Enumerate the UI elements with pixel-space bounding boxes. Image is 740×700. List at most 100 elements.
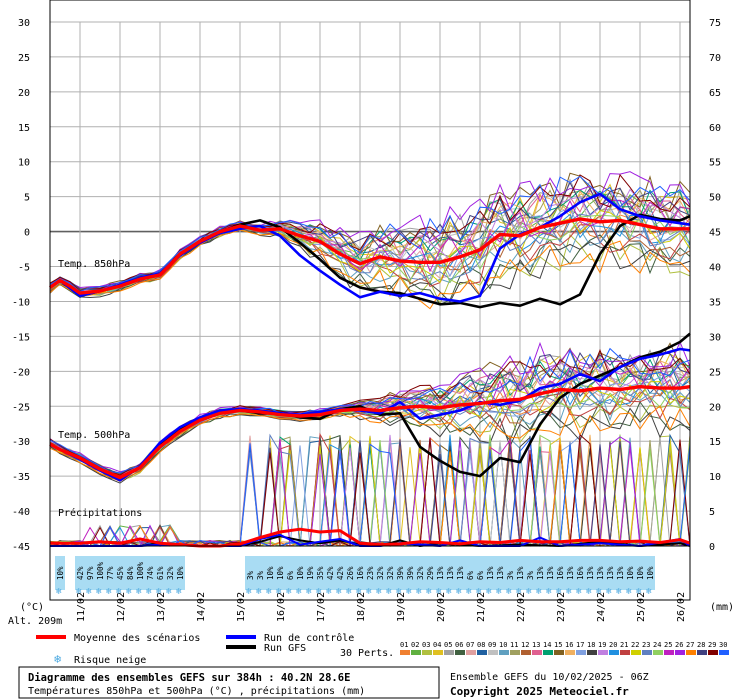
snow-risk-pct: 3%	[506, 570, 515, 580]
snow-risk-icon: ❄	[246, 587, 252, 597]
left-tick-label: 0	[24, 228, 30, 239]
pert-legend-number: 04	[433, 641, 441, 649]
left-tick-label: 25	[18, 53, 30, 64]
pert-legend-number: 05	[444, 641, 452, 649]
pert-legend-swatch	[510, 650, 520, 655]
control-line-500	[49, 347, 691, 482]
snow-risk-icon: ❄	[646, 587, 652, 597]
snow-risk-pct: 13%	[536, 566, 545, 580]
snow-risk-pct: 39%	[396, 566, 405, 580]
snow-risk-pct: 13%	[436, 566, 445, 580]
snow-risk-pct: 42%	[336, 566, 345, 580]
x-tick-label: 19/02	[396, 592, 407, 622]
right-tick-label: 55	[709, 158, 721, 169]
snow-risk-pct: 39%	[406, 566, 415, 580]
pert-line-precip	[49, 434, 690, 547]
snow-risk-icon: ❄	[106, 587, 112, 597]
pert-line-precip	[49, 435, 690, 547]
pert-legend-swatch	[686, 650, 696, 655]
pert-line-precip	[49, 433, 691, 547]
snow-risk-icon: ❄	[526, 587, 532, 597]
label-t850: Temp. 850hPa	[58, 259, 130, 270]
pert-legend-number: 15	[554, 641, 562, 649]
pert-legend-swatch	[444, 650, 454, 655]
left-tick-label: -30	[12, 437, 30, 448]
pert-legend-number: 25	[664, 641, 672, 649]
snow-risk-box	[155, 556, 165, 590]
x-tick-label: 22/02	[516, 592, 527, 622]
pert-legend-number: 14	[543, 641, 551, 649]
snow-risk-pct: 13%	[566, 566, 575, 580]
snow-risk-pct: 45%	[116, 566, 125, 580]
snow-risk-icon: ❄	[576, 587, 582, 597]
right-tick-label: 60	[709, 123, 721, 134]
snow-risk-pct: 74%	[146, 566, 155, 580]
chart-subtitle: Températures 850hPa et 500hPa (°C) , pré…	[28, 685, 365, 697]
pert-legend-swatch	[620, 650, 630, 655]
snow-risk-icon: ❄	[406, 587, 412, 597]
perturbation-lines	[49, 171, 691, 548]
pert-legend-swatch	[719, 650, 729, 655]
snow-risk-box	[295, 556, 305, 590]
snow-risk-icon: ❄	[136, 587, 142, 597]
snow-risk-box	[475, 556, 485, 590]
snow-risk-box	[285, 556, 295, 590]
pert-legend-number: 08	[477, 641, 485, 649]
pert-line-precip	[49, 434, 691, 547]
left-tick-label: -35	[12, 472, 30, 483]
pert-line-precip	[50, 436, 690, 547]
snow-risk-icon: ❄	[376, 587, 382, 597]
snow-risk-box	[245, 556, 255, 590]
pert-legend-number: 09	[488, 641, 496, 649]
snow-risk-pct: 13%	[446, 566, 455, 580]
x-tick-label: 15/02	[236, 592, 247, 622]
left-axis-unit: (°C)	[20, 602, 44, 613]
snow-risk-box	[585, 556, 595, 590]
snow-risk-pct: 13%	[586, 566, 595, 580]
right-tick-label: 15	[709, 437, 721, 448]
right-tick-label: 45	[709, 228, 721, 239]
x-tick-label: 11/02	[76, 592, 87, 622]
snow-risk-box	[645, 556, 655, 590]
snow-risk-icon: ❄	[506, 587, 512, 597]
pert-line-precip	[49, 433, 691, 547]
right-tick-label: 50	[709, 193, 721, 204]
right-tick-label: 40	[709, 263, 721, 274]
pert-line-precip	[49, 439, 691, 547]
snow-risk-box	[625, 556, 635, 590]
legend-mean-label: Moyenne des scénarios	[74, 632, 200, 644]
pert-legend-number: 30	[719, 641, 727, 649]
snow-risk-icon: ❄	[496, 587, 502, 597]
snow-risk-icon: ❄	[316, 587, 322, 597]
snow-risk-pct: 10%	[636, 566, 645, 580]
pert-line-precip	[49, 436, 690, 547]
snow-risk-box	[495, 556, 505, 590]
pert-legend-number: 24	[653, 641, 661, 649]
pert-line-precip	[50, 435, 690, 547]
snow-risk-box	[375, 556, 385, 590]
snow-risk-pct: 16%	[576, 566, 585, 580]
snow-risk-icon: ❄	[476, 587, 482, 597]
snow-risk-pct: 32%	[376, 566, 385, 580]
pert-legend-number: 20	[609, 641, 617, 649]
pert-legend-number: 18	[587, 641, 595, 649]
snow-risk-icon: ❄	[286, 587, 292, 597]
snow-risk-icon: ❄	[596, 587, 602, 597]
snow-risk-pct: 10%	[626, 566, 635, 580]
pert-legend-number: 13	[532, 641, 540, 649]
snow-risk-pct: 3%	[526, 570, 535, 580]
snow-risk-icon: ❄	[396, 587, 402, 597]
snow-risk-pct: 13%	[596, 566, 605, 580]
title-box	[18, 666, 440, 699]
copyright: Copyright 2025 Meteociel.fr	[450, 685, 629, 698]
snow-risk-icon: ❄	[616, 587, 622, 597]
snow-risk-pct: 6%	[466, 570, 475, 580]
x-tick-label: 14/02	[196, 592, 207, 622]
left-tick-label: -40	[12, 507, 30, 518]
pert-legend-swatch	[598, 650, 608, 655]
run-info: Ensemble GEFS du 10/02/2025 - 06Z	[450, 672, 649, 683]
snow-risk-pct: 23%	[366, 566, 375, 580]
legend-perts-label: 30 Perts.	[340, 648, 394, 659]
snow-risk-pct: 32%	[386, 566, 395, 580]
